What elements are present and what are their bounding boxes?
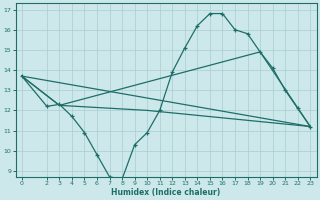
X-axis label: Humidex (Indice chaleur): Humidex (Indice chaleur) bbox=[111, 188, 221, 197]
